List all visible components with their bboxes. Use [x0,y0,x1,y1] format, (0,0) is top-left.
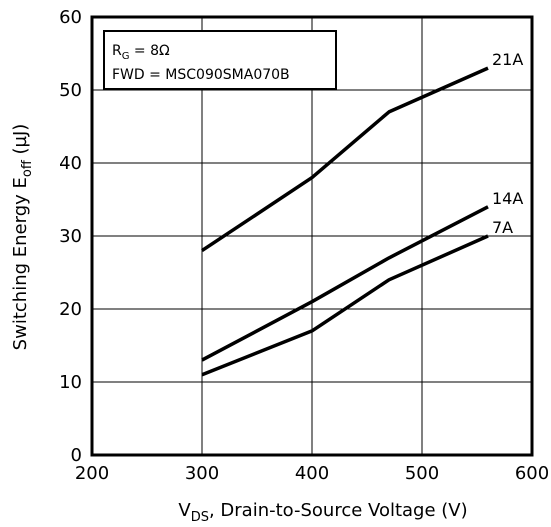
x-axis-title: VDS, Drain-to-Source Voltage (V) [178,500,467,525]
y-tick-label: 50 [59,80,82,101]
y-tick-label: 20 [59,299,82,320]
y-tick-label: 40 [59,153,82,174]
series-label-21a: 21A [492,50,523,69]
x-tick-label: 400 [295,463,329,484]
y-tick-label: 60 [59,7,82,28]
annotation-rg-value: = 8Ω [129,43,170,59]
annotation-rg-symbol: R [112,43,122,59]
tick-labels: 200 300 400 500 600 0 10 20 30 40 50 60 [59,7,549,484]
series-line-14a [201,205,489,362]
x-tick-label: 600 [515,463,549,484]
plot-frame [90,15,534,457]
annotation-box: RG = 8Ω FWD = MSC090SMA070B [103,30,337,90]
y-tick-label: 10 [59,372,82,393]
x-axis-title-subscript: DS [191,510,209,525]
series-line-21a [201,66,489,253]
series-line-7a [201,234,489,377]
x-tick-label: 200 [75,463,109,484]
annotation-line-1: RG = 8Ω [112,43,170,62]
series-label-7a: 7A [492,218,513,237]
y-tick-label: 0 [71,445,82,466]
annotation-box-frame [103,30,337,90]
series-lines: 21A 14A 7A [201,50,523,377]
annotation-rg-subscript: G [122,51,130,62]
x-tick-label: 500 [405,463,439,484]
x-axis-title-rest: , Drain-to-Source Voltage (V) [209,500,468,521]
x-tick-label: 300 [185,463,219,484]
y-axis-title-main: Switching Energy E [10,177,31,350]
y-tick-label: 30 [59,226,82,247]
annotation-line-2: FWD = MSC090SMA070B [112,67,290,83]
y-axis-title: Switching Energy Eoff (µJ) [10,124,35,351]
x-axis-title-main: V [178,500,191,521]
y-axis-title-subscript: off [20,159,35,177]
series-label-14a: 14A [492,189,523,208]
y-axis-title-rest: (µJ) [10,124,31,161]
